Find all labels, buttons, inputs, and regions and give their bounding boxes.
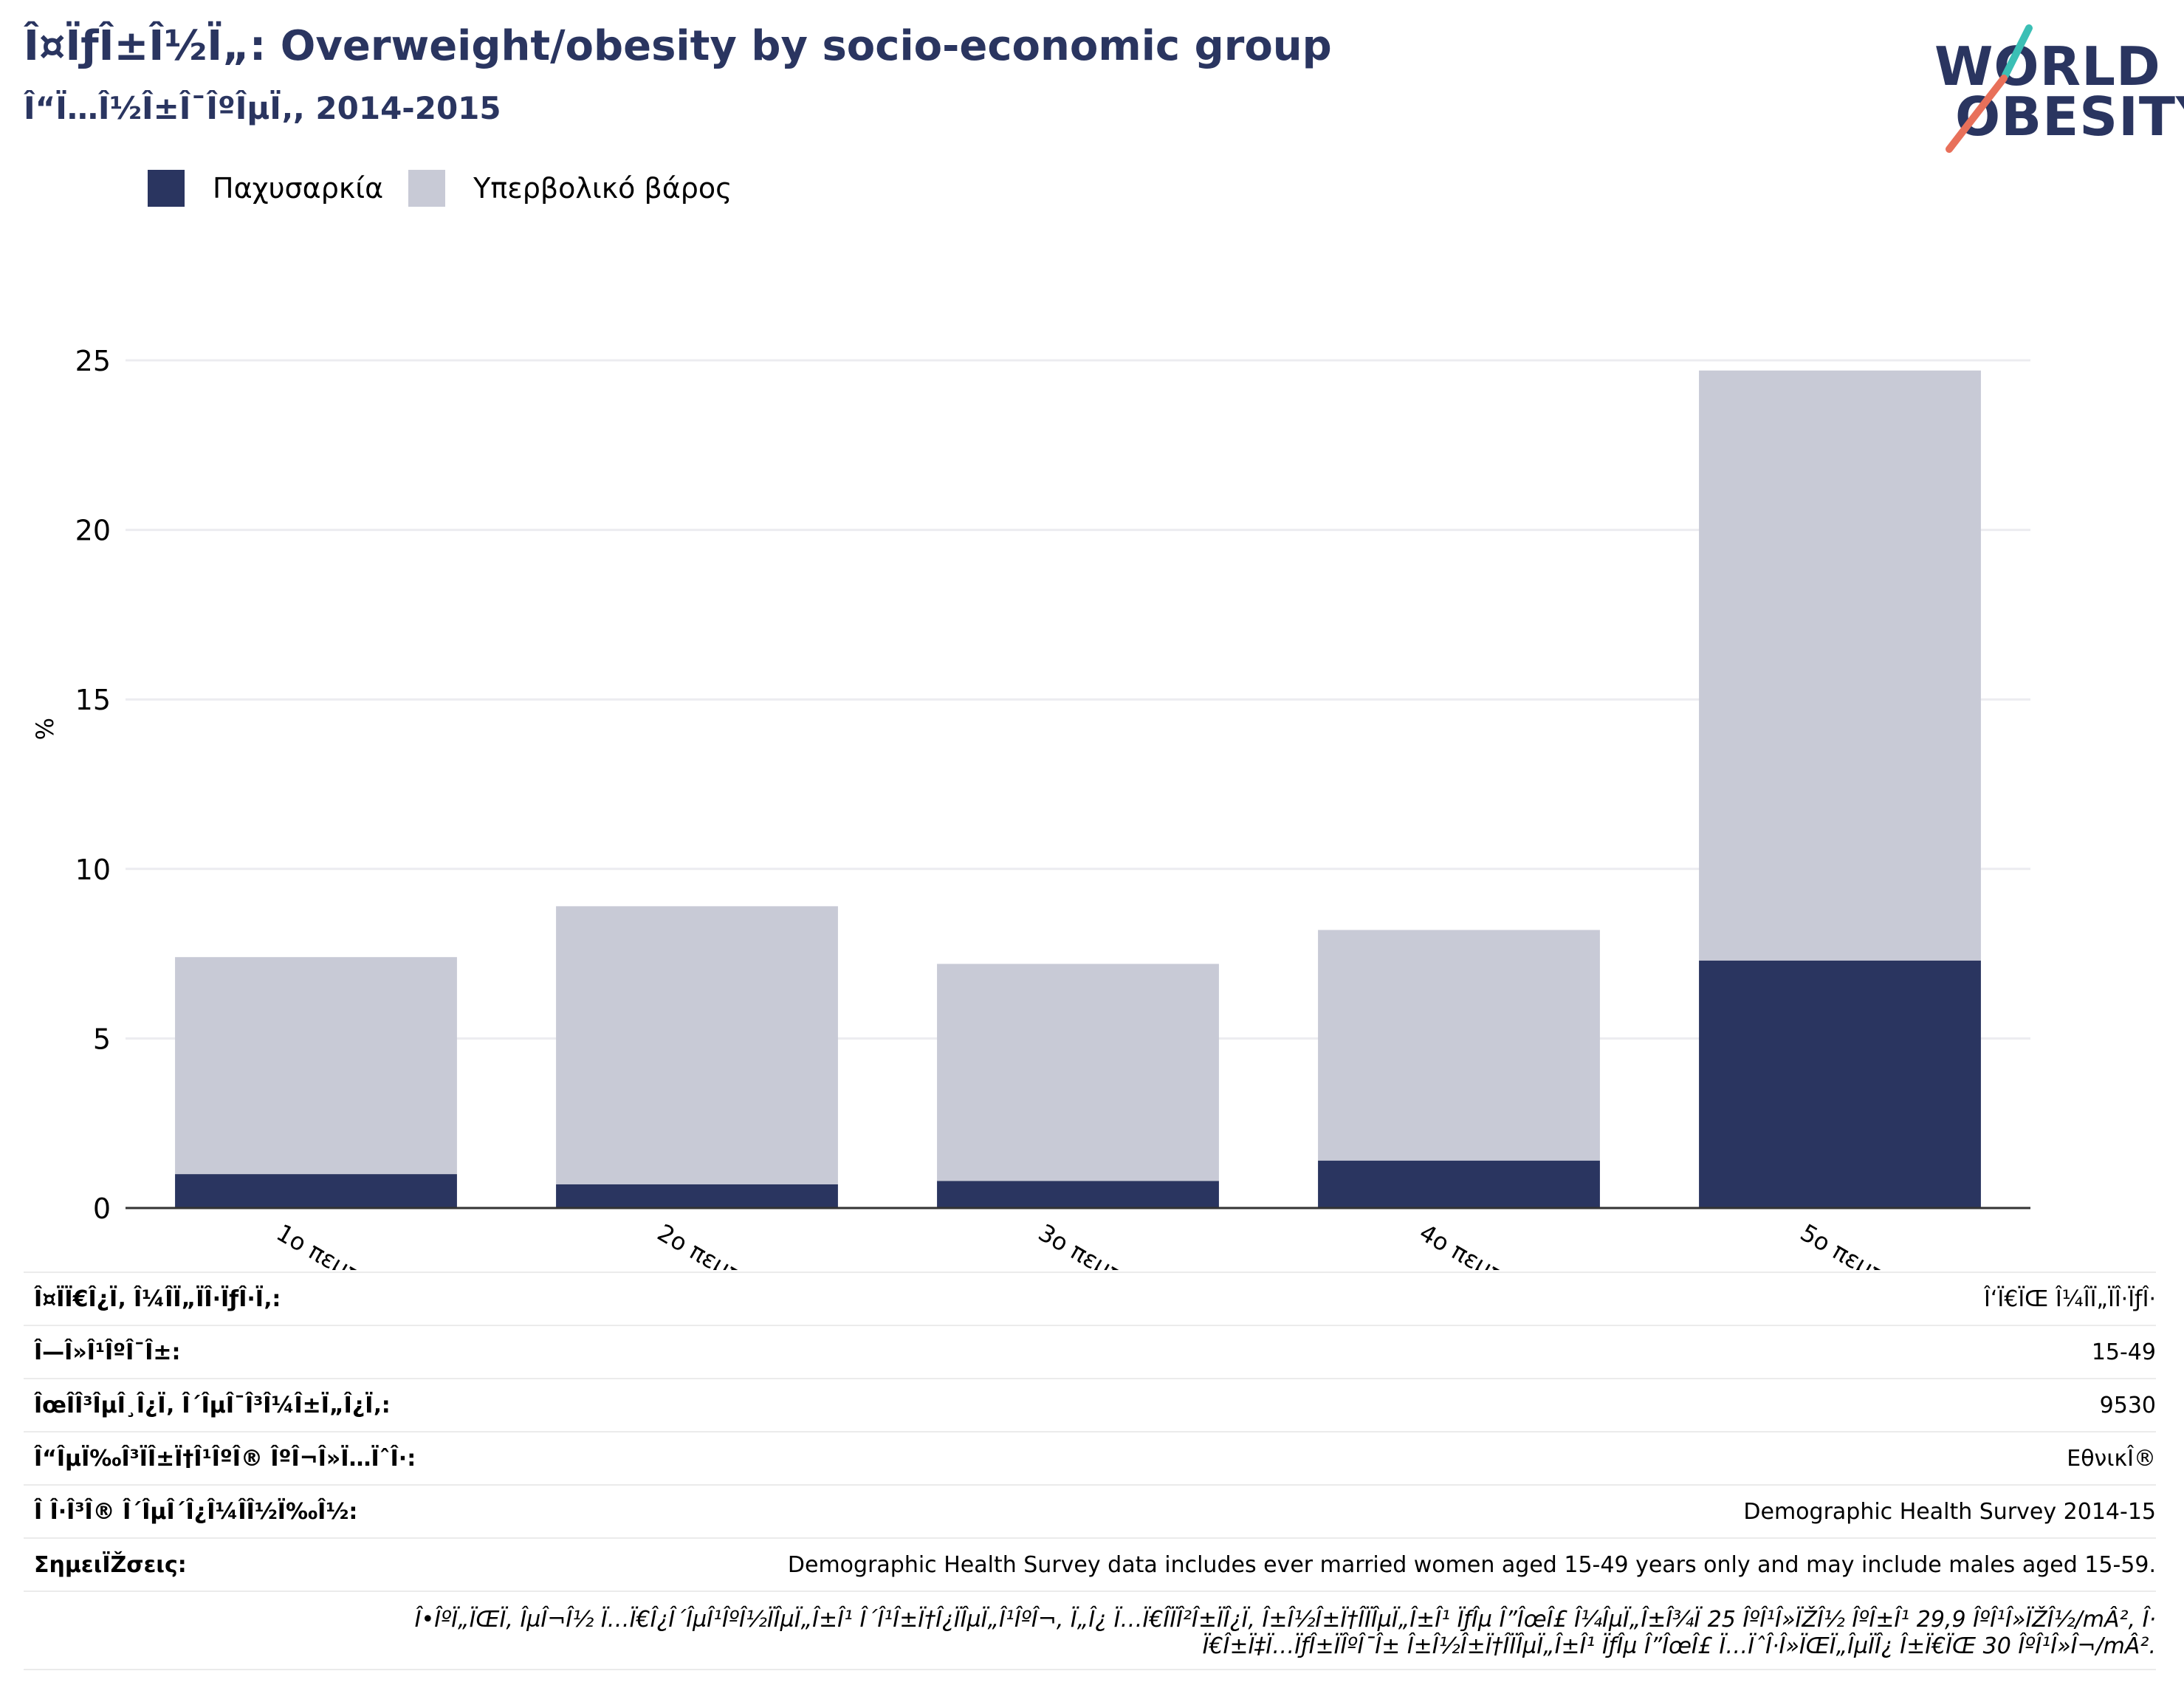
bar-segment-overweight[interactable] [937, 964, 1219, 1181]
info-row-age: Î—Î»Î¹ÎºÎ¯Î±: 15-49 [24, 1325, 2156, 1378]
info-row-notes: ΣημειÏŽσεις: Demographic Health Survey d… [24, 1537, 2156, 1591]
bar-segment-obesity[interactable] [937, 1181, 1219, 1208]
info-value: Demographic Health Survey 2014-15 [1743, 1499, 2156, 1525]
info-row-coverage: Î“ÎµÏ‰Î³ÏÎ±Ï†Î¹ÎºÎ® ÎºÎ¬Î»Ï…ÏˆÎ·: ΕθνικÎ… [24, 1431, 2156, 1484]
y-tick-label: 5 [93, 1023, 111, 1055]
chart-subtitle: Î“Ï…Î½Î±Î¯ÎºÎµÏ‚, 2014-2015 [24, 90, 501, 126]
legend-swatch-obesity [148, 170, 185, 207]
x-tick-label: 5ο πεμπτημόριο (ανώτατο) [1796, 1218, 2089, 1270]
x-tick-label: 3ο πεμπτημόριο [1034, 1218, 1212, 1270]
x-tick-label: 1ο πεμπτημόριο (κατώτατο) [272, 1218, 578, 1270]
info-value: 9530 [2099, 1393, 2156, 1418]
y-tick-label: 0 [93, 1193, 111, 1225]
info-key: Î Î·Î³Î® Î´ÎµÎ´Î¿Î¼Î­Î½Ï‰Î½: [34, 1499, 358, 1525]
info-row-measurement: Î¤ÏÏ€Î¿Ï‚ Î¼Î­Ï„ÏÎ·ÏƒÎ·Ï‚: Î‘Ï€ÏŒ Î¼Î­Ï„… [24, 1272, 2156, 1325]
y-tick-label: 20 [75, 515, 111, 547]
info-key: Î“ÎµÏ‰Î³ÏÎ±Ï†Î¹ÎºÎ® ÎºÎ¬Î»Ï…ÏˆÎ·: [34, 1446, 416, 1472]
y-tick-label: 25 [75, 345, 111, 377]
chart-title: Î¤ÏƒÎ±Î½Ï„: Overweight/obesity by socio-… [24, 22, 1332, 70]
y-tick-label: 15 [75, 684, 111, 716]
bmi-definition-note: Î•ÎºÏ„ÏŒÏ‚ ÎµÎ¬Î½ Ï…Ï€Î¿Î´ÎµÎ¹ÎºÎ½ÏÎµÏ„Î… [24, 1591, 2156, 1660]
legend-label-obesity: Παχυσαρκία [213, 172, 384, 205]
note-line: Ï€Î±Ï‡Ï…ÏƒÎ±ÏÎºÎ¯Î± Î±Î½Î±Ï†Î­ÏÎµÏ„Î±Î¹ … [1202, 1633, 2156, 1659]
info-table-end [24, 1669, 2156, 1670]
bar-segment-obesity[interactable] [175, 1174, 457, 1208]
bar-segment-overweight[interactable] [1318, 930, 1600, 1161]
x-tick-label: 2ο πεμπτημόριο [653, 1218, 831, 1270]
bar-segment-overweight[interactable] [556, 906, 838, 1184]
info-value: 15-49 [2091, 1339, 2156, 1365]
note-line: Î•ÎºÏ„ÏŒÏ‚ ÎµÎ¬Î½ Ï…Ï€Î¿Î´ÎµÎ¹ÎºÎ½ÏÎµÏ„Î… [414, 1607, 2156, 1633]
info-table: Î¤ÏÏ€Î¿Ï‚ Î¼Î­Ï„ÏÎ·ÏƒÎ·Ï‚: Î‘Ï€ÏŒ Î¼Î­Ï„… [24, 1272, 2156, 1670]
info-key: Î—Î»Î¹ÎºÎ¯Î±: [34, 1339, 181, 1365]
bar-segment-overweight[interactable] [1699, 370, 1981, 961]
stacked-bar-chart: 0 5 10 15 20 25% 1ο πεμπτημόριο (κατώτατο) 2ο π… [31, 345, 2089, 1270]
legend-item-overweight[interactable]: Υπερβολικό βάρος [408, 170, 732, 207]
bar-segment-obesity[interactable] [1699, 960, 1981, 1208]
legend-swatch-overweight [408, 170, 446, 207]
y-axis-label: % [31, 718, 59, 740]
bar-segment-obesity[interactable] [556, 1184, 838, 1208]
info-key: Î¤ÏÏ€Î¿Ï‚ Î¼Î­Ï„ÏÎ·ÏƒÎ·Ï‚: [34, 1286, 281, 1312]
info-row-sample-size: ÎœÎ­Î³ÎµÎ¸Î¿Ï‚ Î´ÎµÎ¯Î³Î¼Î±Ï„Î¿Ï‚: 9530 [24, 1378, 2156, 1431]
y-tick-label: 10 [75, 854, 111, 886]
legend-label-overweight: Υπερβολικό βάρος [473, 172, 732, 205]
legend-item-obesity[interactable]: Παχυσαρκία [148, 170, 383, 207]
chart-legend: Παχυσαρκία Υπερβολικό βάρος [148, 170, 757, 207]
world-obesity-logo: WORLD OBESITY [1933, 22, 2184, 155]
x-tick-label: 4ο πεμπτημόριο [1415, 1218, 1593, 1270]
info-key: ÎœÎ­Î³ÎµÎ¸Î¿Ï‚ Î´ÎµÎ¯Î³Î¼Î±Ï„Î¿Ï‚: [34, 1393, 391, 1418]
logo-text-world: WORLD [1934, 35, 2161, 97]
info-value: Demographic Health Survey data includes … [787, 1552, 2156, 1578]
bars [175, 370, 1981, 1208]
info-value: ΕθνικÎ® [2067, 1446, 2156, 1472]
info-key: ΣημειÏŽσεις: [34, 1552, 187, 1578]
bar-segment-overweight[interactable] [175, 957, 457, 1175]
logo-slash-icon [1946, 24, 2033, 153]
bar-segment-obesity[interactable] [1318, 1160, 1600, 1208]
info-row-source: Î Î·Î³Î® Î´ÎµÎ´Î¿Î¼Î­Î½Ï‰Î½: Demographic… [24, 1484, 2156, 1537]
info-value: Î‘Ï€ÏŒ Î¼Î­Ï„ÏÎ·ÏƒÎ· [1984, 1286, 2156, 1312]
